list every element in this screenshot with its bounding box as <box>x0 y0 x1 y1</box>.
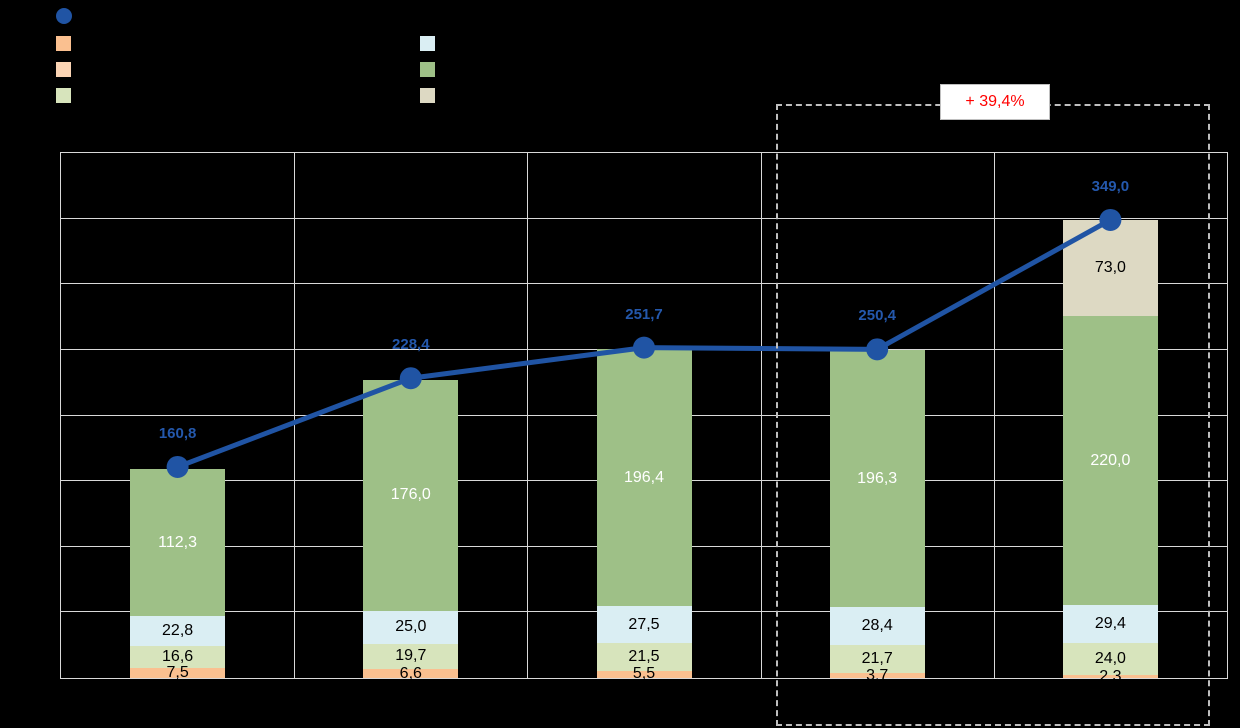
segment-value-label: 3,7 <box>866 666 889 684</box>
legend-swatch-tan-icon <box>56 62 71 77</box>
segment-green-bar-4: 196,3 <box>829 349 925 608</box>
segment-value-label: 196,3 <box>857 469 898 487</box>
segment-orange-bar-4: 3,7 <box>829 667 925 683</box>
segment-orange-bar-3: 5,5 <box>596 666 692 682</box>
segment-value-label: 5,5 <box>632 665 656 683</box>
gridline-h-300 <box>61 283 1227 285</box>
segment-value-label: 16,6 <box>162 648 194 666</box>
segment-green-bar-3: 196,4 <box>596 348 692 607</box>
legend-line-marker-icon <box>56 8 72 24</box>
bar-5: 2,3 24,0 29,4 220,0 73,0 <box>1062 220 1158 684</box>
line-value-label-1: 160,8 <box>158 424 197 442</box>
gridline-v-2 <box>527 153 529 678</box>
segment-value-label: 220,0 <box>1090 451 1131 469</box>
segment-value-label: 21,7 <box>861 649 893 667</box>
segment-light-blue-bar-4: 28,4 <box>829 607 925 645</box>
gridline-h-350 <box>61 217 1227 219</box>
segment-orange-bar-5: 2,3 <box>1062 668 1158 684</box>
plot-area: 7,5 16,6 22,8 112,3 6,6 19,7 25,0 176,0 5,5 21,5 2… <box>60 152 1228 684</box>
bar-3: 5,5 21,5 27,5 196,4 <box>596 348 692 682</box>
line-value-label-2: 228,4 <box>392 336 430 354</box>
segment-value-label: 28,4 <box>861 617 893 635</box>
legend-swatch-pale-green-icon <box>56 88 71 103</box>
segment-orange-bar-2: 6,6 <box>363 665 459 681</box>
segment-orange-bar-1: 7,5 <box>130 664 226 682</box>
segment-value-label: 29,4 <box>1094 615 1126 633</box>
gridline-v-4 <box>993 153 995 678</box>
segment-value-label: 73,0 <box>1094 259 1126 277</box>
gridline-v-3 <box>760 153 762 678</box>
segment-beige-bar-5: 73,0 <box>1062 220 1158 317</box>
line-value-label-5: 349,0 <box>1091 177 1130 195</box>
line-value-label-3: 251,7 <box>625 305 663 323</box>
segment-value-label: 6,6 <box>399 664 422 682</box>
bar-4: 3,7 21,7 28,4 196,3 <box>829 349 925 683</box>
segment-pale-green-bar-4: 21,7 <box>829 644 925 674</box>
gridline-v-1 <box>294 153 296 678</box>
segment-value-label: 24,0 <box>1094 650 1126 668</box>
segment-light-blue-bar-5: 29,4 <box>1062 604 1158 644</box>
segment-light-blue-bar-1: 22,8 <box>130 616 226 647</box>
segment-value-label: 22,8 <box>162 622 194 640</box>
bar-2: 6,6 19,7 25,0 176,0 <box>363 379 459 681</box>
legend-swatch-orange-icon <box>56 36 71 51</box>
segment-pale-green-bar-2: 19,7 <box>363 643 459 670</box>
segment-green-bar-1: 112,3 <box>130 469 226 617</box>
legend-swatch-light-blue-icon <box>420 36 435 51</box>
segment-light-blue-bar-2: 25,0 <box>363 610 459 644</box>
segment-light-blue-bar-3: 27,5 <box>596 606 692 643</box>
segment-value-label: 112,3 <box>158 533 198 551</box>
legend-swatch-beige-icon <box>420 88 435 103</box>
segment-value-label: 196,4 <box>623 468 665 486</box>
segment-pale-green-bar-3: 21,5 <box>596 642 692 671</box>
segment-pale-green-bar-5: 24,0 <box>1062 643 1158 675</box>
segment-value-label: 27,5 <box>628 615 660 633</box>
segment-value-label: 176,0 <box>390 486 431 504</box>
segment-value-label: 21,5 <box>628 647 660 665</box>
segment-green-bar-5: 220,0 <box>1062 316 1158 605</box>
segment-value-label: 19,7 <box>395 647 427 665</box>
segment-value-label: 2,3 <box>1099 667 1122 685</box>
segment-value-label: 7,5 <box>166 664 189 682</box>
growth-annotation-box: + 39,4% <box>940 84 1050 120</box>
segment-value-label: 25,0 <box>395 618 427 636</box>
segment-pale-green-bar-1: 16,6 <box>130 646 226 669</box>
growth-label: + 39,4% <box>965 93 1025 110</box>
line-value-label-4: 250,4 <box>858 307 896 325</box>
legend-swatch-green-icon <box>420 62 435 77</box>
segment-green-bar-2: 176,0 <box>363 379 459 611</box>
bar-1: 7,5 16,6 22,8 112,3 <box>130 469 226 682</box>
